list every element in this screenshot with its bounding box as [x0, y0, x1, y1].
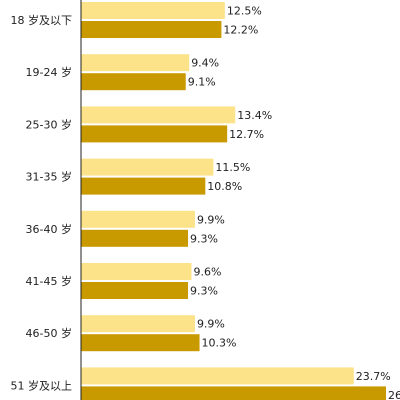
category-label-7: 46-50 岁 [26, 326, 72, 340]
category-label-6: 41-45 岁 [26, 274, 72, 288]
bar-s1-5 [81, 210, 195, 228]
bar-s2-5 [81, 229, 189, 247]
bar-s2-2 [81, 73, 186, 91]
value-label-s2-7: 10.3% [202, 337, 237, 350]
value-label-s2-5: 9.3% [190, 232, 218, 245]
bar-s1-2 [81, 54, 190, 72]
category-label-8: 51 岁及以上 [11, 378, 73, 392]
value-label-s1-5: 9.9% [197, 213, 225, 226]
category-label-4: 31-35 岁 [26, 170, 72, 184]
value-label-s1-3: 13.4% [237, 109, 272, 122]
bar-s2-1 [81, 21, 222, 38]
category-label-1: 18 岁及以下 [11, 13, 73, 27]
bar-s1-8 [81, 367, 354, 385]
value-label-s1-4: 11.5% [215, 161, 250, 174]
value-label-s1-8: 23.7% [356, 370, 391, 383]
value-label-s2-1: 12.2% [223, 24, 258, 37]
bar-s1-7 [81, 315, 195, 333]
value-label-s2-3: 12.7% [229, 128, 264, 141]
labels-layer: 12.5% 12.2% 18 岁及以下 9.4% 9.1% 19-24 岁 13.4% 12.… [11, 5, 400, 400]
bar-s1-1 [81, 2, 225, 19]
value-label-s1-7: 9.9% [197, 318, 225, 331]
value-label-s2-6: 9.3% [190, 285, 218, 298]
value-label-s2-2: 9.1% [188, 76, 216, 89]
bar-s2-6 [81, 282, 189, 299]
bar-s2-3 [81, 125, 228, 143]
value-label-s2-4: 10.8% [207, 180, 242, 193]
category-label-5: 36-40 岁 [26, 222, 72, 236]
bar-s1-6 [81, 263, 192, 280]
bars-layer [81, 2, 386, 400]
bar-s2-8 [81, 386, 386, 400]
value-label-s2-8: 26.5% [388, 389, 400, 400]
bar-s1-3 [81, 106, 236, 124]
value-label-s1-2: 9.4% [191, 57, 219, 70]
bar-s2-7 [81, 334, 200, 352]
bar-s1-4 [81, 158, 214, 176]
category-label-3: 25-30 岁 [26, 117, 72, 131]
value-label-s1-1: 12.5% [227, 5, 262, 18]
category-label-2: 19-24 岁 [26, 65, 72, 79]
value-label-s1-6: 9.6% [193, 266, 221, 279]
bar-s2-4 [81, 177, 206, 195]
